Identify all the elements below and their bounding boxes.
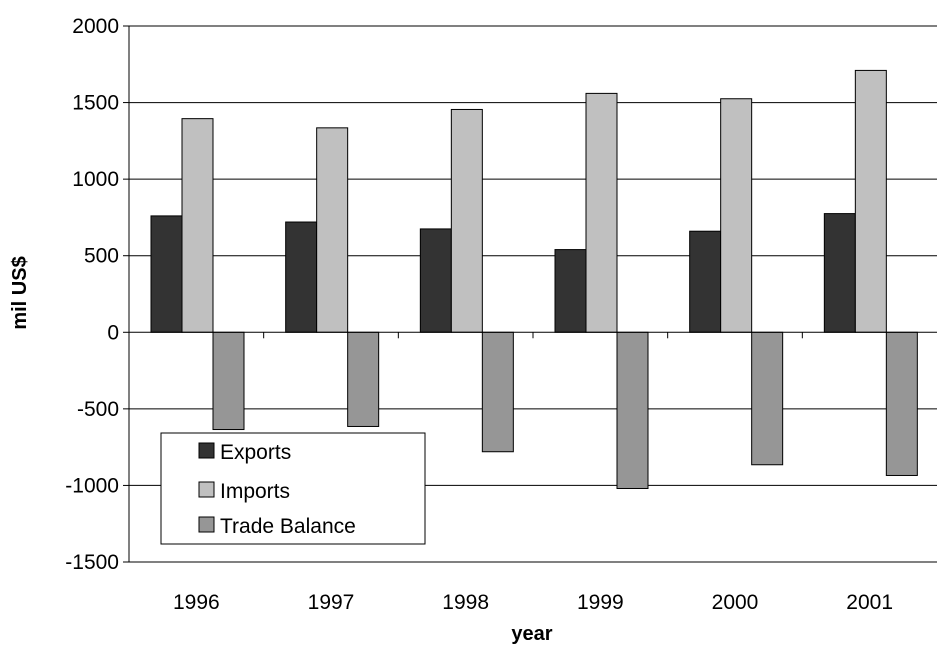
y-tick-labels: 2000 1500 1000 500 0 -500 -1000 -1500 [65, 15, 119, 574]
bar-imports-2001 [854, 69, 887, 333]
legend-swatch-imports [198, 481, 215, 498]
legend-label-trade-balance: Trade Balance [220, 515, 356, 538]
legend-item-trade-balance: Trade Balance [198, 515, 356, 538]
x-tick-label-1996: 1996 [173, 591, 220, 614]
bar-exports-1996 [150, 215, 183, 333]
x-tick-label-2001: 2001 [846, 591, 893, 614]
x-tick-label-1997: 1997 [308, 591, 355, 614]
legend-label-imports: Imports [220, 480, 290, 503]
x-tick-label-2000: 2000 [712, 591, 759, 614]
bar-imports-2000 [720, 98, 753, 333]
legend-label-exports: Exports [220, 441, 291, 464]
y-tick-label: 500 [84, 245, 119, 268]
bars [150, 69, 918, 489]
x-axis-title: year [511, 623, 552, 645]
bar-imports-1997 [316, 127, 349, 333]
bar-imports-1998 [450, 108, 483, 333]
bar-trade-balance-2001 [885, 331, 918, 476]
bar-imports-1996 [181, 118, 214, 333]
axes [123, 25, 937, 563]
bar-trade-balance-1996 [212, 331, 245, 431]
y-tick-label: 1500 [72, 92, 119, 115]
bar-trade-balance-1999 [616, 331, 649, 489]
legend-swatch-exports [198, 442, 215, 459]
legend-item-exports: Exports [198, 441, 291, 464]
bar-trade-balance-1998 [481, 331, 514, 453]
bar-trade-balance-2000 [751, 331, 784, 466]
x-tick-labels: 1996 1997 1998 1999 2000 2001 [173, 591, 893, 614]
legend-item-imports: Imports [198, 480, 290, 503]
y-tick-label: -1000 [65, 474, 119, 497]
y-tick-label: 0 [107, 321, 119, 344]
y-tick-label: 1000 [72, 168, 119, 191]
bar-exports-2001 [823, 213, 856, 333]
y-axis-title: mil US$ [9, 256, 31, 329]
y-tick-label: -500 [77, 398, 119, 421]
bar-exports-1998 [419, 228, 452, 333]
bar-trade-balance-1997 [347, 331, 380, 427]
x-tick-label-1998: 1998 [442, 591, 489, 614]
bar-imports-1999 [585, 92, 618, 333]
y-tick-label: 2000 [72, 15, 119, 38]
bar-exports-1997 [285, 221, 318, 333]
bar-exports-1999 [554, 249, 587, 333]
legend-swatch-trade-balance [198, 516, 215, 533]
legend: Exports Imports Trade Balance [160, 432, 426, 545]
bar-exports-2000 [689, 230, 722, 333]
y-tick-label: -1500 [65, 551, 119, 574]
x-tick-label-1999: 1999 [577, 591, 624, 614]
